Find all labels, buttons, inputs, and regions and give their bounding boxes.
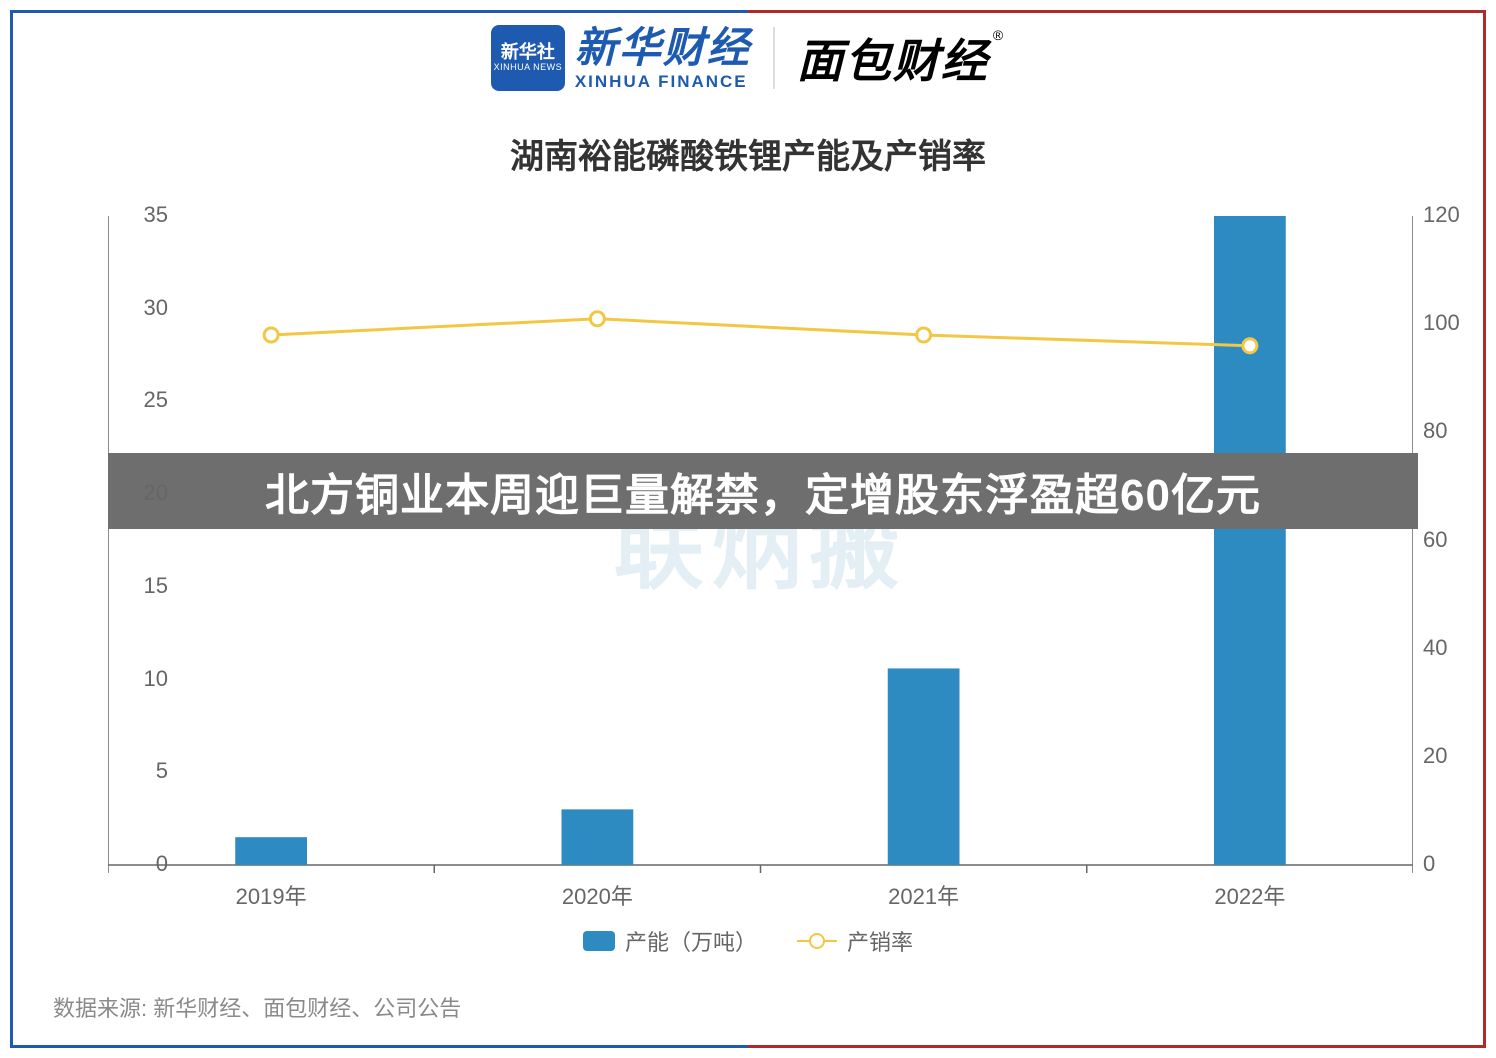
x-category-label: 2021年: [888, 879, 959, 911]
y-left-tick-label: 20: [128, 480, 168, 506]
chart-svg: [108, 208, 1413, 873]
y-right-tick-label: 120: [1423, 202, 1460, 228]
legend-line-item: 产销率: [797, 925, 913, 957]
y-left-tick-label: 25: [128, 387, 168, 413]
outer-frame: 新华社 XINHUA NEWS 新华财经 XINHUA FINANCE 面包财经…: [10, 10, 1486, 1048]
legend-bar-label: 产能（万吨）: [625, 925, 757, 957]
registered-mark: ®: [993, 27, 1005, 43]
legend-bar-item: 产能（万吨）: [583, 925, 757, 957]
chart-plot-area: 联炳搬: [108, 208, 1413, 873]
y-left-tick-label: 35: [128, 202, 168, 228]
y-right-tick-label: 40: [1423, 635, 1447, 661]
y-right-tick-label: 100: [1423, 310, 1460, 336]
y-right-tick-label: 20: [1423, 743, 1447, 769]
xinhua-finance-en: XINHUA FINANCE: [575, 73, 751, 90]
x-category-label: 2019年: [236, 879, 307, 911]
line-marker: [264, 328, 278, 342]
legend-line-label: 产销率: [847, 925, 913, 957]
line-marker: [1243, 339, 1257, 353]
y-left-tick-label: 10: [128, 666, 168, 692]
x-category-label: 2022年: [1214, 879, 1285, 911]
bar: [888, 668, 960, 865]
y-right-tick-label: 60: [1423, 527, 1447, 553]
mianbao-logo: 面包财经 ®: [797, 25, 1005, 91]
xinhua-news-en: XINHUA NEWS: [494, 63, 563, 73]
y-right-tick-label: 80: [1423, 418, 1447, 444]
y-left-tick-label: 30: [128, 295, 168, 321]
y-left-tick-label: 0: [128, 851, 168, 877]
line-marker: [590, 312, 604, 326]
x-category-label: 2020年: [562, 879, 633, 911]
chart-legend: 产能（万吨） 产销率: [13, 925, 1483, 957]
bar: [235, 837, 307, 865]
chart-title: 湖南裕能磷酸铁锂产能及产销率: [13, 129, 1483, 178]
legend-bar-swatch: [583, 931, 615, 951]
line-series: [271, 319, 1250, 346]
y-left-tick-label: 5: [128, 758, 168, 784]
y-left-tick-label: 15: [128, 573, 168, 599]
header-divider: [773, 27, 775, 89]
y-right-tick-label: 0: [1423, 851, 1435, 877]
xinhua-finance-cn: 新华财经: [575, 27, 751, 69]
xinhua-news-square-icon: 新华社 XINHUA NEWS: [491, 25, 565, 91]
line-marker: [917, 328, 931, 342]
mianbao-text: 面包财经: [797, 25, 989, 91]
overlay-headline-banner: 北方铜业本周迎巨量解禁，定增股东浮盈超60亿元: [108, 453, 1418, 529]
bar: [561, 809, 633, 865]
xinhua-news-logo: 新华社 XINHUA NEWS 新华财经 XINHUA FINANCE: [491, 25, 751, 91]
xinhua-news-cn: 新华社: [501, 43, 555, 63]
bar: [1214, 216, 1286, 865]
legend-line-swatch: [797, 940, 837, 942]
header-logos: 新华社 XINHUA NEWS 新华财经 XINHUA FINANCE 面包财经…: [13, 13, 1483, 103]
data-source-label: 数据来源: 新华财经、面包财经、公司公告: [53, 991, 461, 1023]
overlay-headline-text: 北方铜业本周迎巨量解禁，定增股东浮盈超60亿元: [265, 459, 1261, 523]
xinhua-finance-logo: 新华财经 XINHUA FINANCE: [575, 27, 751, 90]
